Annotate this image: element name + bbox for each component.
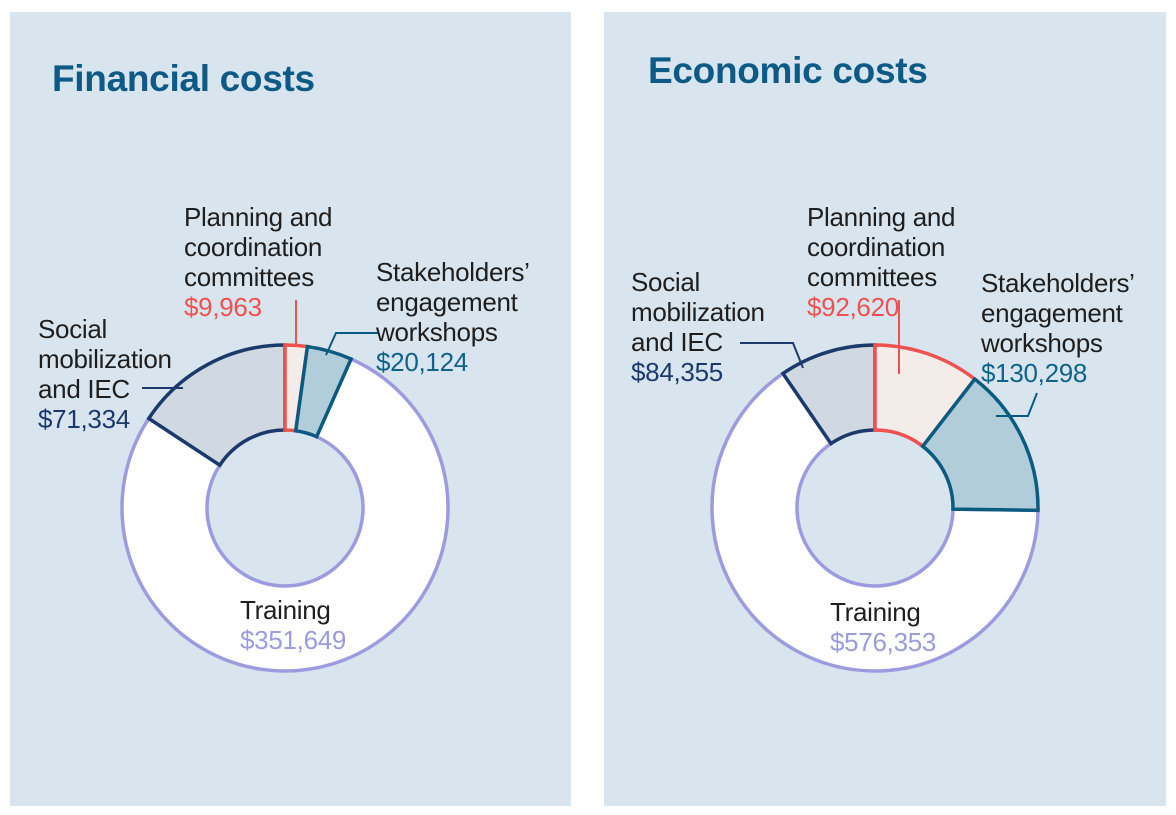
economic-donut bbox=[710, 343, 1040, 673]
slice-label: Stakeholders’ engagement workshops bbox=[376, 257, 530, 347]
slice-label: Social mobilization and IEC bbox=[631, 267, 765, 357]
label-financial-training: Training $351,649 bbox=[240, 595, 346, 655]
slice-value: $84,355 bbox=[631, 357, 723, 387]
slice-value: $351,649 bbox=[240, 625, 347, 655]
economic-costs-title: Economic costs bbox=[648, 50, 928, 91]
slice-label: Stakeholders’ engagement workshops bbox=[981, 268, 1135, 358]
donut-hole bbox=[207, 430, 363, 586]
label-economic-training: Training $576,353 bbox=[830, 597, 936, 657]
donut-hole bbox=[797, 430, 953, 586]
donut-slice-train bbox=[710, 371, 1040, 673]
slice-value: $92,620 bbox=[807, 292, 899, 322]
slice-label: Social mobilization and IEC bbox=[38, 314, 172, 404]
slice-label: Planning and coordination committees bbox=[184, 202, 333, 292]
donut-slice-social bbox=[146, 343, 287, 468]
leader-line-economic-stakeholders bbox=[996, 392, 1038, 417]
label-financial-social: Social mobilization and IEC $71,334 bbox=[38, 314, 172, 434]
slice-value: $71,334 bbox=[38, 404, 130, 434]
slice-value: $20,124 bbox=[376, 347, 468, 377]
slice-label: Planning and coordination committees bbox=[807, 202, 956, 292]
label-economic-social: Social mobilization and IEC $84,355 bbox=[631, 267, 765, 387]
donut-slice-train bbox=[120, 356, 450, 673]
leader-line-financial-stakeholders bbox=[325, 332, 378, 356]
financial-donut bbox=[120, 343, 450, 673]
donut-slice-stake bbox=[920, 376, 1040, 513]
slice-label: Training bbox=[830, 597, 921, 627]
slice-value: $130,298 bbox=[981, 358, 1088, 388]
financial-costs-title: Financial costs bbox=[52, 58, 315, 99]
donut-slice-stake bbox=[293, 344, 354, 440]
label-economic-planning: Planning and coordination committees $92… bbox=[807, 202, 956, 322]
label-financial-planning: Planning and coordination committees $9,… bbox=[184, 202, 333, 322]
label-economic-stakeholders: Stakeholders’ engagement workshops $130,… bbox=[981, 268, 1135, 388]
slice-value: $576,353 bbox=[830, 627, 937, 657]
slice-value: $9,963 bbox=[184, 292, 262, 322]
leader-line-economic-social bbox=[740, 342, 804, 369]
label-financial-stakeholders: Stakeholders’ engagement workshops $20,1… bbox=[376, 257, 530, 377]
slice-label: Training bbox=[240, 595, 331, 625]
